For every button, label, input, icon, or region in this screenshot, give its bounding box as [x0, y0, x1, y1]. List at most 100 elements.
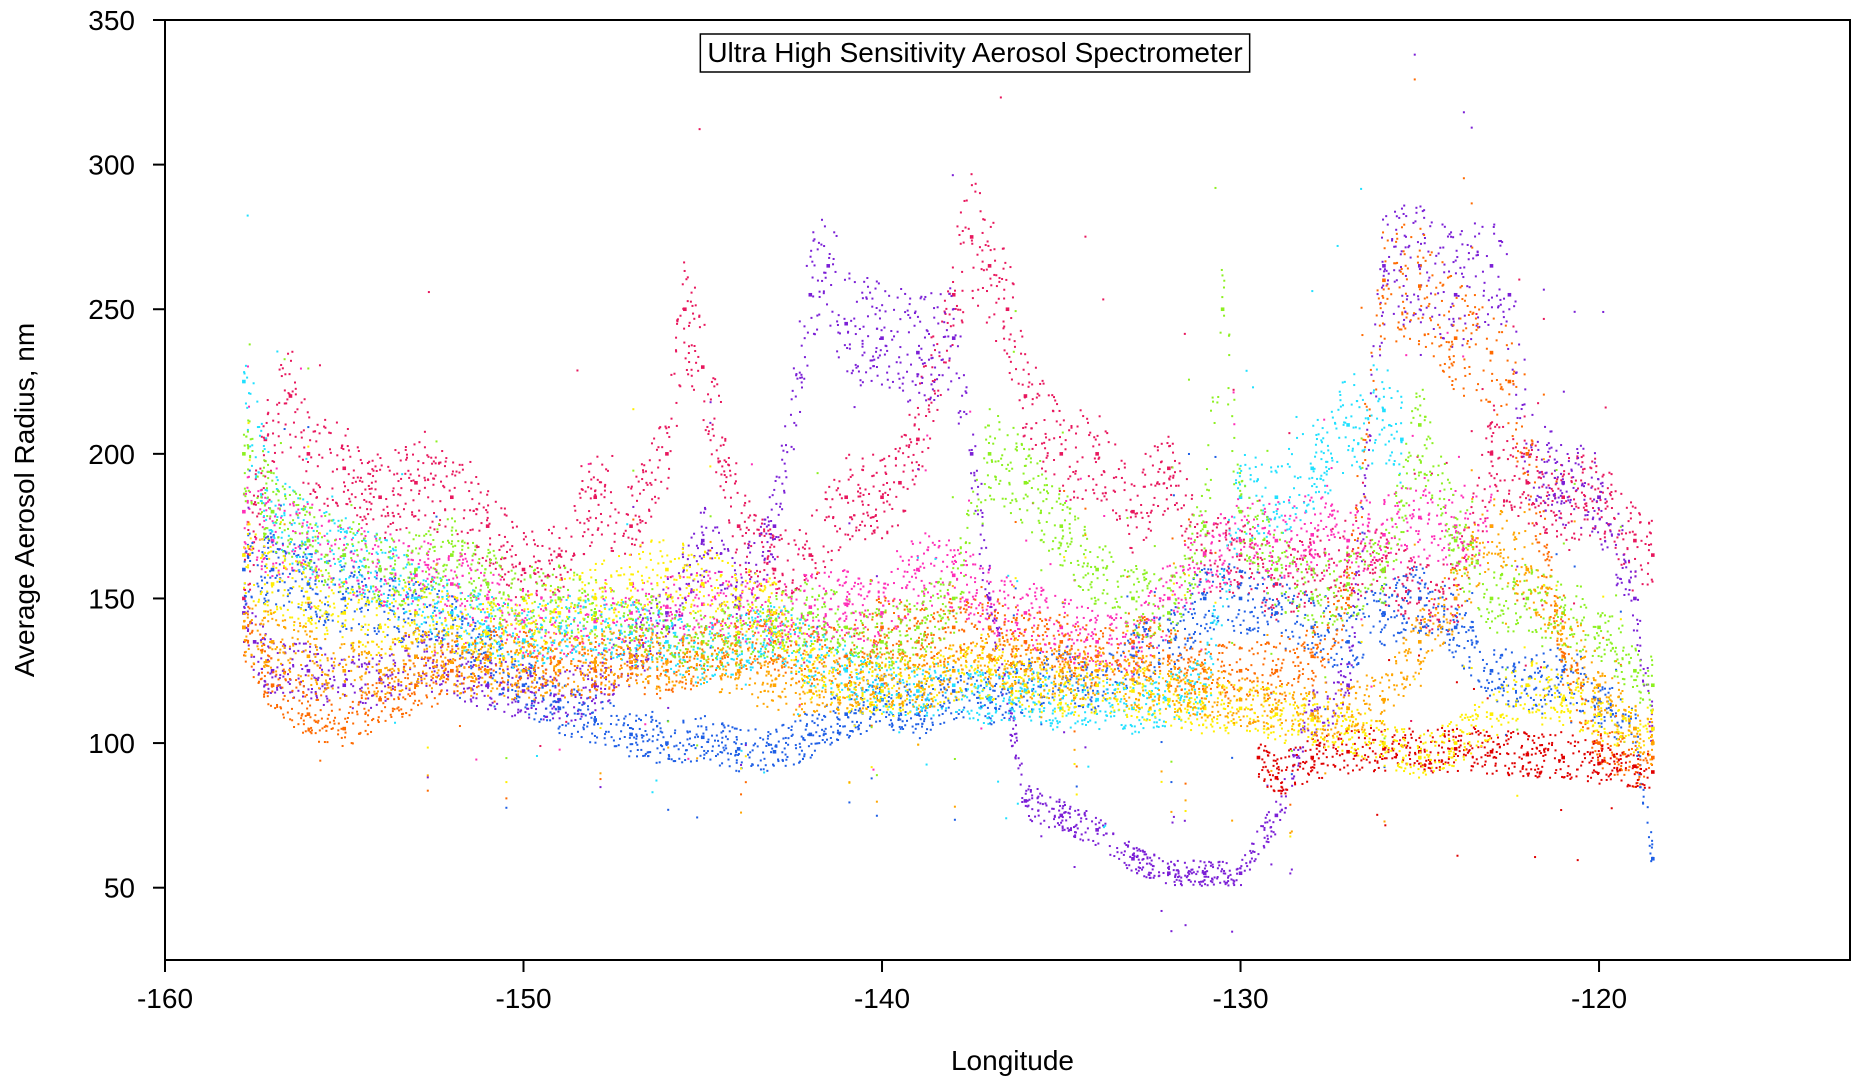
data-point	[665, 660, 669, 664]
data-point	[736, 524, 741, 528]
data-point	[306, 582, 311, 586]
data-point	[1382, 264, 1386, 268]
data-point	[916, 712, 920, 716]
data-point	[485, 524, 490, 528]
data-point	[1597, 495, 1601, 500]
data-point	[521, 567, 526, 572]
data-point	[1023, 480, 1028, 485]
data-point	[378, 495, 382, 500]
data-point	[1131, 640, 1135, 644]
data-point	[683, 307, 687, 312]
data-point	[1561, 480, 1565, 485]
data-point	[629, 654, 633, 659]
data-point	[1095, 567, 1099, 572]
data-point	[593, 495, 598, 500]
data-point	[772, 683, 777, 688]
data-point	[987, 654, 992, 659]
data-point	[987, 668, 992, 673]
data-point	[593, 625, 598, 630]
data-point	[1633, 668, 1637, 673]
data-point	[1310, 466, 1315, 471]
data-point	[1382, 533, 1386, 537]
data-point	[1525, 480, 1530, 485]
data-point	[665, 567, 669, 572]
data-point	[951, 668, 956, 673]
data-point	[1274, 706, 1279, 711]
data-point	[1346, 640, 1350, 644]
data-point	[1167, 466, 1171, 471]
data-points-layer	[242, 33, 1655, 933]
plot-area-frame	[164, 19, 1851, 961]
data-point	[414, 596, 418, 601]
data-point	[1238, 538, 1243, 543]
x-tick-label: -140	[854, 983, 910, 1014]
data-point	[1382, 741, 1386, 745]
y-tick-label: 300	[88, 150, 135, 181]
series-7	[242, 187, 1404, 829]
data-point	[1023, 668, 1028, 673]
series-9	[242, 408, 1655, 838]
data-point	[736, 668, 741, 673]
x-axis-title: Longitude	[951, 1045, 1074, 1076]
data-point	[414, 567, 418, 572]
data-point	[485, 654, 490, 659]
data-point	[414, 654, 418, 659]
data-point	[916, 567, 920, 572]
data-point	[1489, 749, 1494, 754]
data-point	[1274, 813, 1279, 818]
data-point	[808, 553, 813, 557]
data-point	[378, 668, 382, 673]
data-point	[306, 654, 311, 659]
data-point	[1238, 495, 1243, 500]
x-axis-ticks: -160 -150 -140 -130 -120	[137, 960, 1627, 1014]
data-point	[242, 509, 246, 514]
data-point	[450, 582, 454, 586]
data-point	[1417, 423, 1422, 427]
series-10	[242, 458, 1655, 834]
data-point	[521, 640, 526, 644]
data-point	[1274, 582, 1279, 586]
data-point	[1167, 596, 1171, 601]
data-point	[1561, 625, 1565, 630]
data-point	[1651, 770, 1655, 774]
data-point	[342, 668, 347, 673]
data-point	[1310, 755, 1315, 760]
data-point	[1256, 755, 1261, 760]
data-point	[1023, 394, 1028, 398]
data-point	[1525, 567, 1530, 572]
data-point	[593, 619, 598, 624]
data-point	[1346, 596, 1350, 601]
data-point	[1310, 718, 1315, 722]
data-point	[270, 538, 275, 543]
data-point	[1561, 668, 1565, 673]
data-point	[342, 466, 347, 471]
data-point	[951, 683, 956, 688]
data-point	[1238, 871, 1243, 876]
data-point	[1561, 697, 1565, 702]
data-point	[1167, 697, 1171, 702]
data-point	[1095, 640, 1099, 644]
x-tick-label: -120	[1571, 983, 1627, 1014]
data-point	[242, 625, 246, 630]
data-point	[1346, 749, 1350, 754]
data-point	[378, 602, 382, 607]
data-point	[1023, 611, 1028, 615]
data-point	[450, 611, 454, 615]
data-point	[1489, 264, 1494, 268]
data-point	[951, 596, 956, 601]
data-point	[1382, 747, 1386, 751]
data-point	[1310, 625, 1315, 630]
data-point	[557, 697, 562, 702]
data-point	[485, 596, 490, 601]
data-point	[1453, 596, 1458, 601]
data-point	[1651, 726, 1655, 731]
data-point	[306, 596, 311, 601]
data-point	[880, 611, 884, 615]
data-point	[593, 660, 598, 664]
data-point	[808, 605, 813, 609]
y-tick-label: 50	[104, 873, 135, 904]
data-point	[1131, 856, 1135, 861]
data-point	[1346, 582, 1350, 586]
data-point	[1489, 524, 1494, 528]
